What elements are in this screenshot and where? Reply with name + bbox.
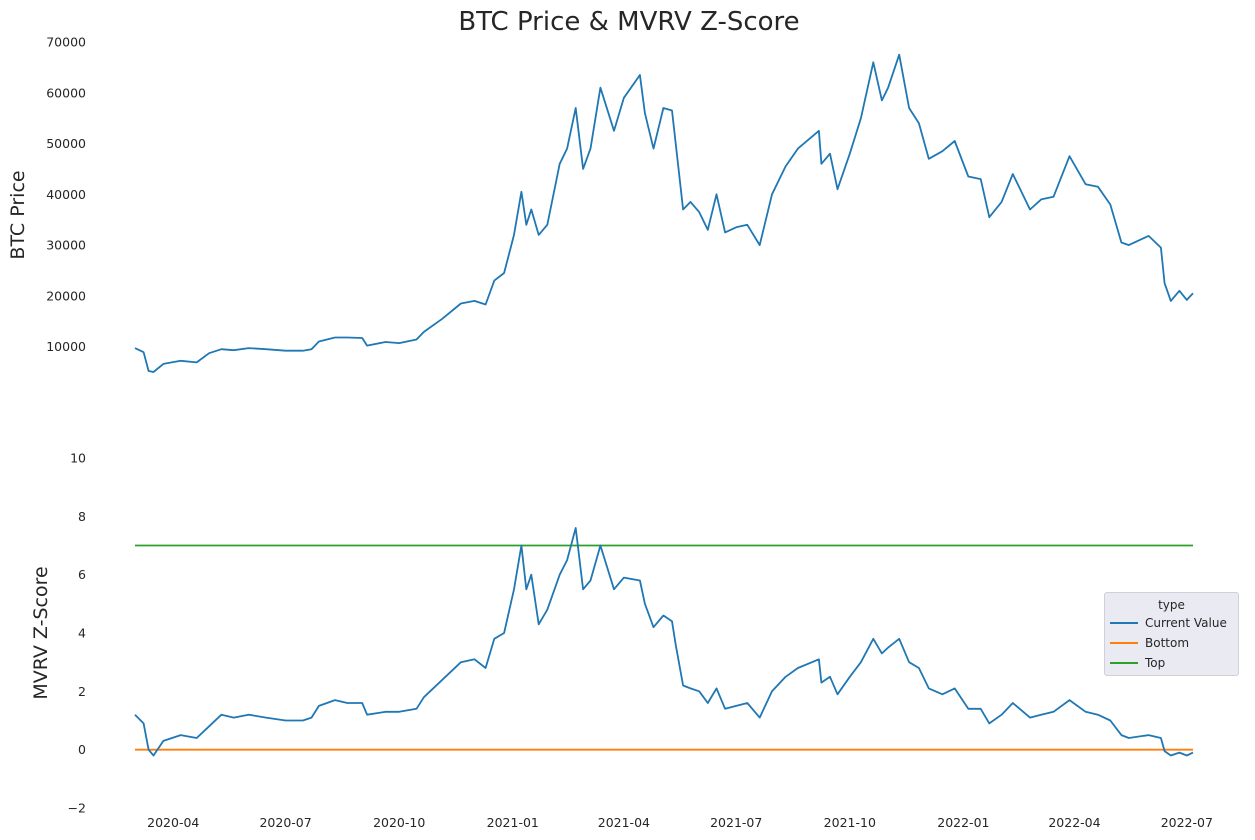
legend-label-top: Top <box>1145 656 1166 670</box>
x-tick-label: 2022-01 <box>937 815 989 830</box>
x-tick-label: 2020-10 <box>373 815 425 830</box>
y-tick-label: −2 <box>68 801 86 816</box>
legend-swatch-bottom <box>1110 642 1138 644</box>
legend-title: type <box>1158 598 1185 612</box>
mvrv-y-ticks: −2 0 2 4 6 8 10 <box>68 451 86 816</box>
y-tick-label: 60000 <box>46 85 86 100</box>
y-tick-label: 20000 <box>46 288 86 303</box>
x-axis-ticks: 2020-04 2020-07 2020-10 2021-01 2021-04 2021-… <box>147 815 1213 830</box>
price-panel: BTC Price 10000 20000 30000 40000 50000 60000… <box>7 35 1194 373</box>
btc-price-line <box>134 53 1194 373</box>
x-tick-label: 2021-07 <box>710 815 762 830</box>
price-axis-label: BTC Price <box>7 170 29 259</box>
x-tick-label: 2021-01 <box>487 815 539 830</box>
price-y-ticks: 10000 20000 30000 40000 50000 60000 70000 <box>46 35 86 355</box>
legend-label-current-value: Current Value <box>1145 616 1227 630</box>
y-tick-label: 10 <box>70 451 86 466</box>
legend-swatch-current-value <box>1110 622 1138 624</box>
y-tick-label: 10000 <box>46 339 86 354</box>
y-tick-label: 8 <box>78 509 86 524</box>
price-lines <box>134 53 1194 373</box>
legend-entry-top: Top <box>1105 653 1238 673</box>
x-tick-label: 2020-07 <box>259 815 311 830</box>
mvrv-axis-label: MVRV Z-Score <box>30 566 52 699</box>
x-tick-label: 2020-04 <box>147 815 199 830</box>
x-tick-label: 2022-07 <box>1161 815 1213 830</box>
legend-swatch-top <box>1110 662 1138 664</box>
y-tick-label: 4 <box>78 626 86 641</box>
x-tick-label: 2022-04 <box>1048 815 1100 830</box>
current-value-line <box>134 527 1194 757</box>
legend-entry-bottom: Bottom <box>1105 633 1238 653</box>
mvrv-lines <box>134 527 1194 757</box>
mvrv-panel: MVRV Z-Score −2 0 2 4 6 8 10 <box>30 451 1194 816</box>
y-tick-label: 30000 <box>46 238 86 253</box>
chart-title: BTC Price & MVRV Z-Score <box>458 7 799 37</box>
y-tick-label: 0 <box>78 742 86 757</box>
y-tick-label: 6 <box>78 567 86 582</box>
y-tick-label: 2 <box>78 684 86 699</box>
y-tick-label: 40000 <box>46 187 86 202</box>
legend-entry-current-value: Current Value <box>1105 613 1238 633</box>
legend: type Current Value Bottom Top <box>1104 592 1239 676</box>
x-tick-label: 2021-10 <box>824 815 876 830</box>
legend-label-bottom: Bottom <box>1145 636 1190 650</box>
y-tick-label: 70000 <box>46 35 86 50</box>
x-tick-label: 2021-04 <box>598 815 650 830</box>
y-tick-label: 50000 <box>46 136 86 151</box>
